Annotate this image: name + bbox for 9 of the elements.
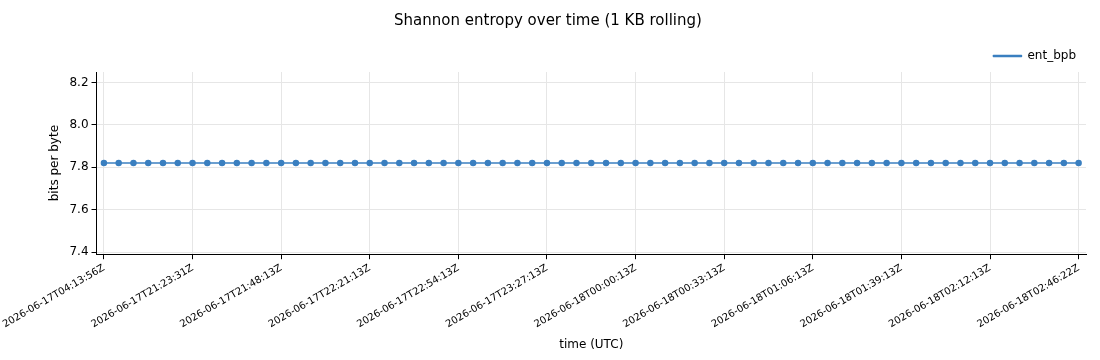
legend-label: ent_bpb [1027, 48, 1076, 63]
y-tick-label: 7.8 [69, 159, 89, 174]
x-axis-title: time (UTC) [559, 336, 624, 351]
y-tick-label: 8.2 [69, 74, 89, 89]
y-tick-label: 7.6 [69, 201, 89, 216]
y-tick-label: 8.0 [69, 117, 89, 132]
y-tick-label: 7.4 [69, 244, 89, 259]
y-axis-title: bits per byte [47, 124, 62, 202]
chart-title: Shannon entropy over time (1 KB rolling) [394, 10, 702, 29]
